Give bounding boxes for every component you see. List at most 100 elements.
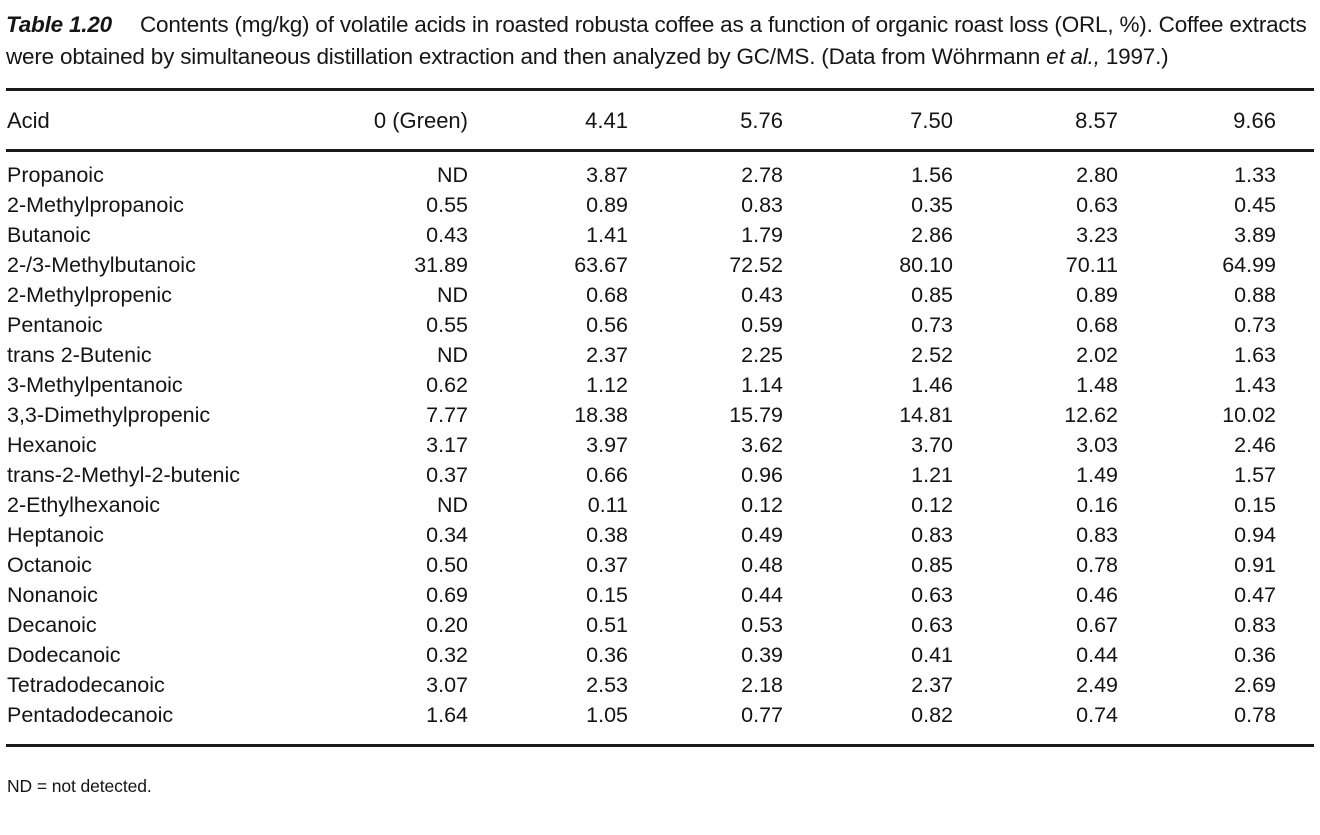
cell-value: 0.36 bbox=[1234, 643, 1276, 667]
cell-value: 64.99 bbox=[1222, 253, 1276, 277]
cell-value: 7.77 bbox=[426, 403, 468, 427]
cell-value: 0.43 bbox=[741, 283, 783, 307]
cell-value: 2.86 bbox=[911, 223, 953, 247]
cell-value: 1.41 bbox=[586, 223, 628, 247]
cell-value: 0.67 bbox=[1076, 613, 1118, 637]
cell-value: 0.66 bbox=[586, 463, 628, 487]
cell-value: 0.12 bbox=[741, 493, 783, 517]
table-row: Pentadodecanoic 1.64 1.05 0.77 0.82 0.74 0.78 bbox=[6, 700, 1314, 746]
cell-value: 0.94 bbox=[1234, 523, 1276, 547]
cell-value: 2.18 bbox=[741, 673, 783, 697]
cell-value: 0.15 bbox=[1234, 493, 1276, 517]
cell-value: 72.52 bbox=[729, 253, 783, 277]
cell-acid-name: Heptanoic bbox=[7, 523, 104, 547]
cell-value: 0.35 bbox=[911, 193, 953, 217]
cell-value: 80.10 bbox=[899, 253, 953, 277]
cell-value: 0.51 bbox=[586, 613, 628, 637]
cell-acid-name: 2-Methylpropenic bbox=[7, 283, 172, 307]
cell-value: 1.48 bbox=[1076, 373, 1118, 397]
table-row: Nonanoic 0.69 0.15 0.44 0.63 0.46 0.47 bbox=[6, 580, 1314, 610]
table-row: 2-Methylpropenic ND 0.68 0.43 0.85 0.89 0.88 bbox=[6, 280, 1314, 310]
cell-value: 70.11 bbox=[1065, 253, 1118, 277]
cell-value: 0.49 bbox=[741, 523, 783, 547]
cell-value: 1.64 bbox=[426, 703, 468, 727]
cell-value: 2.25 bbox=[741, 343, 783, 367]
cell-value: 0.69 bbox=[426, 583, 468, 607]
cell-value: 3.70 bbox=[911, 433, 953, 457]
cell-value: 0.63 bbox=[911, 583, 953, 607]
cell-value: 0.78 bbox=[1234, 703, 1276, 727]
cell-value: 0.34 bbox=[426, 523, 468, 547]
cell-value: 0.36 bbox=[586, 643, 628, 667]
cell-acid-name: 3-Methylpentanoic bbox=[7, 373, 183, 397]
cell-value: 3.87 bbox=[586, 163, 628, 187]
cell-value: 0.47 bbox=[1234, 583, 1276, 607]
table-row: 2-Ethylhexanoic ND 0.11 0.12 0.12 0.16 0.15 bbox=[6, 490, 1314, 520]
column-header: 7.50 bbox=[801, 89, 971, 152]
cell-value: 0.20 bbox=[426, 613, 468, 637]
cell-value: 2.02 bbox=[1076, 343, 1118, 367]
cell-value: 0.83 bbox=[1234, 613, 1276, 637]
cell-value: 0.77 bbox=[741, 703, 783, 727]
cell-acid-name: Octanoic bbox=[7, 553, 92, 577]
cell-value: 2.80 bbox=[1076, 163, 1118, 187]
cell-value: 0.11 bbox=[587, 493, 628, 517]
cell-value: 0.62 bbox=[426, 373, 468, 397]
cell-value: 0.53 bbox=[741, 613, 783, 637]
cell-value: 0.82 bbox=[911, 703, 953, 727]
cell-value: 0.63 bbox=[911, 613, 953, 637]
table-row: 2-Methylpropanoic 0.55 0.89 0.83 0.35 0.63 0.4… bbox=[6, 190, 1314, 220]
column-header: 5.76 bbox=[646, 89, 801, 152]
table-head: Acid 0 (Green) 4.41 5.76 7.50 8.57 9.66 bbox=[6, 89, 1314, 152]
cell-value: 0.68 bbox=[586, 283, 628, 307]
cell-value: 0.96 bbox=[741, 463, 783, 487]
cell-value: 2.52 bbox=[911, 343, 953, 367]
cell-value: 0.68 bbox=[1076, 313, 1118, 337]
table-row: Pentanoic 0.55 0.56 0.59 0.73 0.68 0.73 bbox=[6, 310, 1314, 340]
cell-value: 0.85 bbox=[911, 553, 953, 577]
cell-value: 1.49 bbox=[1076, 463, 1118, 487]
cell-value: 0.56 bbox=[586, 313, 628, 337]
cell-value: 3.07 bbox=[426, 673, 468, 697]
cell-value: 1.12 bbox=[586, 373, 628, 397]
cell-value: 1.57 bbox=[1234, 463, 1276, 487]
table-row: trans-2-Methyl-2-butenic 0.37 0.66 0.96 1.21… bbox=[6, 460, 1314, 490]
cell-value: 0.39 bbox=[741, 643, 783, 667]
cell-value: 0.91 bbox=[1234, 553, 1276, 577]
cell-value: 15.79 bbox=[729, 403, 783, 427]
header-row: Acid 0 (Green) 4.41 5.76 7.50 8.57 9.66 bbox=[6, 89, 1314, 152]
cell-value: 1.33 bbox=[1234, 163, 1276, 187]
cell-acid-name: Dodecanoic bbox=[7, 643, 121, 667]
table-row: 3,3-Dimethylpropenic 7.77 18.38 15.79 14.81 1… bbox=[6, 400, 1314, 430]
cell-value: 14.81 bbox=[899, 403, 953, 427]
cell-value: 1.63 bbox=[1234, 343, 1276, 367]
cell-value: 18.38 bbox=[574, 403, 628, 427]
cell-value: 0.44 bbox=[741, 583, 783, 607]
cell-value: 0.83 bbox=[741, 193, 783, 217]
cell-value: 0.88 bbox=[1234, 283, 1276, 307]
cell-value: 2.37 bbox=[586, 343, 628, 367]
cell-value: 0.16 bbox=[1076, 493, 1118, 517]
cell-value: 2.37 bbox=[911, 673, 953, 697]
cell-acid-name: 2-Ethylhexanoic bbox=[7, 493, 160, 517]
cell-value: 3.03 bbox=[1076, 433, 1118, 457]
cell-value: 0.89 bbox=[586, 193, 628, 217]
cell-value: 31.89 bbox=[414, 253, 468, 277]
cell-value: 0.43 bbox=[426, 223, 468, 247]
cell-value: 1.43 bbox=[1234, 373, 1276, 397]
table-row: Octanoic 0.50 0.37 0.48 0.85 0.78 0.91 bbox=[6, 550, 1314, 580]
data-table: Acid 0 (Green) 4.41 5.76 7.50 8.57 9.66 Propan… bbox=[6, 88, 1314, 747]
cell-value: 3.97 bbox=[586, 433, 628, 457]
cell-value: 0.63 bbox=[1076, 193, 1118, 217]
cell-value: 0.85 bbox=[911, 283, 953, 307]
cell-value: ND bbox=[436, 493, 468, 517]
cell-acid-name: 2-/3-Methylbutanoic bbox=[7, 253, 196, 277]
cell-value: 0.48 bbox=[741, 553, 783, 577]
cell-value: 0.74 bbox=[1076, 703, 1118, 727]
cell-value: 0.41 bbox=[911, 643, 953, 667]
cell-value: 0.37 bbox=[586, 553, 628, 577]
cell-value: 0.15 bbox=[586, 583, 628, 607]
cell-value: 0.59 bbox=[741, 313, 783, 337]
table-row: Dodecanoic 0.32 0.36 0.39 0.41 0.44 0.36 bbox=[6, 640, 1314, 670]
cell-acid-name: trans 2-Butenic bbox=[7, 343, 152, 367]
